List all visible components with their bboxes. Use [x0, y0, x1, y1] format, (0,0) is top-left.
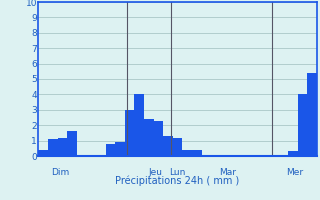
Bar: [307, 73, 317, 156]
Bar: [173, 138, 182, 156]
Bar: [288, 151, 298, 156]
Bar: [58, 138, 67, 156]
Text: Dim: Dim: [52, 168, 70, 177]
Bar: [125, 110, 134, 156]
Text: Mar: Mar: [219, 168, 236, 177]
Bar: [182, 150, 192, 156]
Text: Lun: Lun: [169, 168, 186, 177]
Bar: [298, 94, 307, 156]
Bar: [115, 142, 125, 156]
Bar: [48, 139, 58, 156]
Bar: [134, 94, 144, 156]
Bar: [192, 150, 202, 156]
Bar: [154, 121, 163, 156]
Bar: [106, 144, 115, 156]
Bar: [144, 119, 154, 156]
Bar: [38, 150, 48, 156]
Text: Mer: Mer: [286, 168, 303, 177]
Bar: [163, 136, 173, 156]
X-axis label: Précipitations 24h ( mm ): Précipitations 24h ( mm ): [116, 175, 240, 186]
Text: Jeu: Jeu: [148, 168, 162, 177]
Bar: [67, 131, 77, 156]
